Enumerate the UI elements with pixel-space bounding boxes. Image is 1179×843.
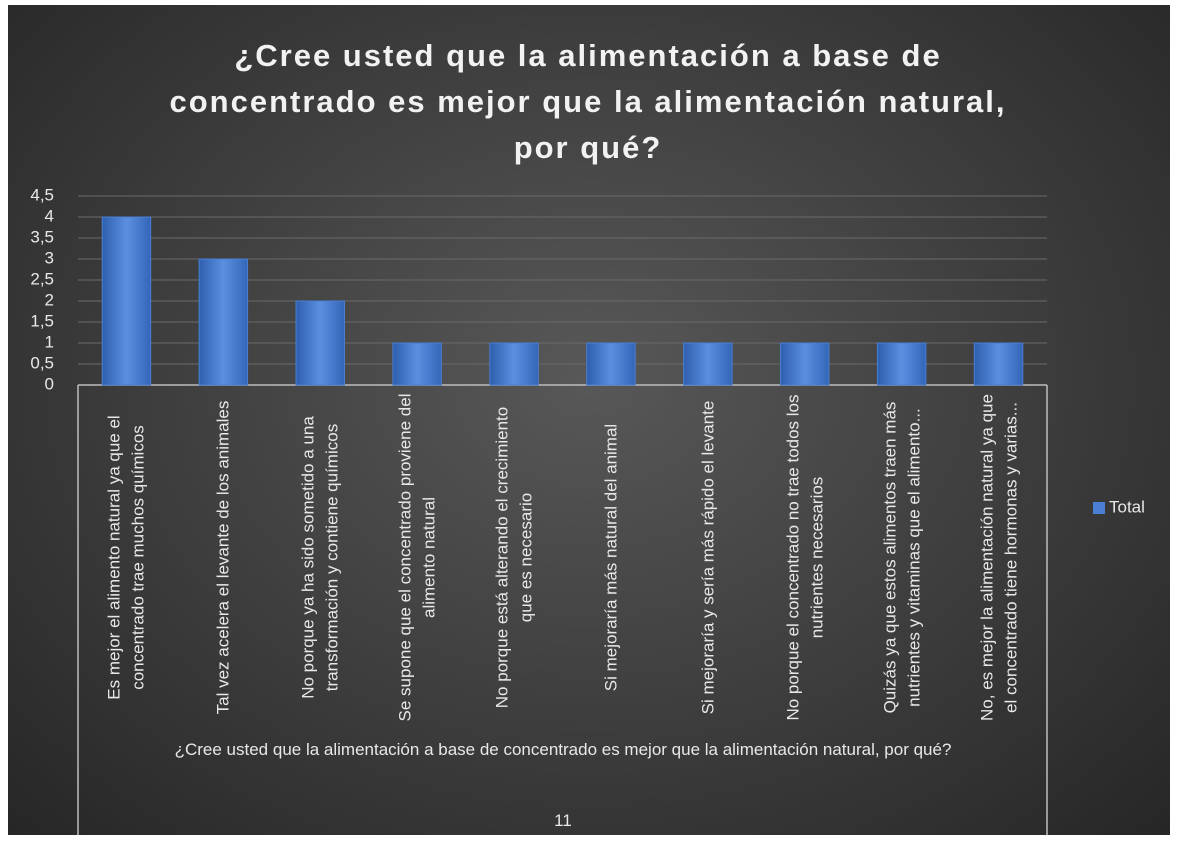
bar	[392, 342, 442, 386]
x-tick-label: Tal vez acelera el levante de los animal…	[213, 400, 233, 714]
y-tick-label: 0,5	[30, 353, 54, 372]
legend-label: Total	[1109, 497, 1145, 516]
x-tick-label: Es mejor el alimento natural ya que el c…	[104, 414, 148, 700]
bar	[973, 342, 1024, 386]
chart-title: ¿Cree usted que la alimentación a base d…	[169, 38, 1007, 165]
y-tick-label: 3	[45, 248, 54, 267]
x-tick-label: Quizás ya que estos alimentos traen más …	[879, 401, 923, 713]
bar	[489, 342, 539, 386]
x-tick-label: Se supone que el concentrado proviene de…	[395, 393, 439, 721]
y-tick-label: 1	[45, 332, 54, 351]
x-group-sublabel: 11	[554, 811, 572, 830]
bar	[101, 216, 152, 386]
x-tick-label: Si mejoraría y sería más rápido el levan…	[697, 400, 717, 714]
x-group-label: ¿Cree usted que la alimentación a base d…	[174, 740, 952, 759]
x-tick-label: No, es mejor la alimentación natural ya …	[976, 393, 1020, 721]
y-tick-label: 2	[45, 290, 54, 309]
x-tick-label: No porque el concentrado no trae todos l…	[782, 393, 826, 721]
bar	[876, 342, 927, 386]
y-tick-label: 0	[45, 374, 54, 393]
x-tick-label: No porque ya ha sido sometido a una tran…	[298, 415, 342, 699]
bar	[586, 342, 636, 386]
bar	[198, 258, 249, 386]
x-tick-label: Si mejoraría más natural del animal	[600, 423, 620, 691]
y-tick-label: 1,5	[30, 311, 54, 330]
x-tick-label: No porque está alterando el crecimiento …	[492, 406, 536, 708]
y-tick-label: 2,5	[30, 269, 54, 288]
y-tick-label: 3,5	[30, 227, 54, 246]
bar	[683, 342, 733, 386]
bar	[295, 300, 345, 386]
legend-swatch	[1093, 502, 1105, 514]
y-tick-label: 4,5	[30, 185, 54, 204]
chart: 0 0,5 1 1,5 2 2,5 3 3,5 4 4,5 Total ¿Cree usted qu…	[8, 5, 1170, 835]
plot: 0 0,5 1 1,5 2 2,5 3 3,5 4 4,5 Total	[30, 185, 1145, 835]
y-tick-label: 4	[45, 206, 54, 225]
bar	[780, 342, 830, 386]
